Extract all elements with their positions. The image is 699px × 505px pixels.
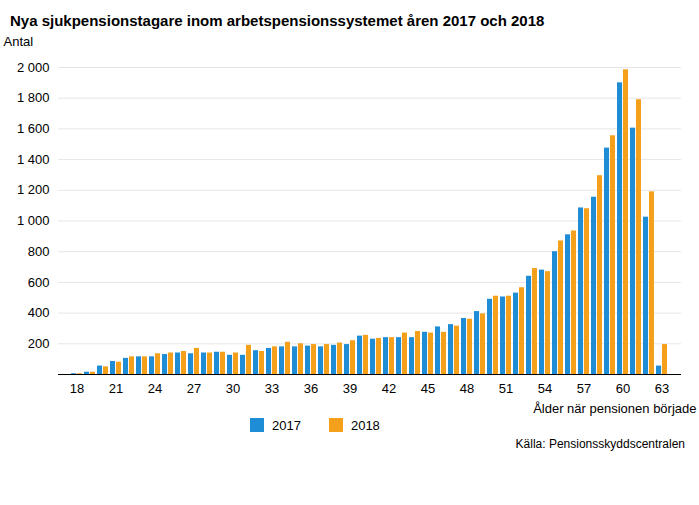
svg-text:21: 21: [109, 381, 123, 396]
svg-text:39: 39: [343, 381, 357, 396]
svg-text:1 600: 1 600: [17, 121, 50, 136]
svg-text:54: 54: [538, 381, 552, 396]
svg-text:27: 27: [187, 381, 201, 396]
svg-text:42: 42: [382, 381, 396, 396]
svg-text:33: 33: [265, 381, 279, 396]
html-text:2018: 2018: [350, 418, 380, 433]
svg-text:2 000: 2 000: [17, 60, 50, 75]
svg-text:1 200: 1 200: [17, 182, 50, 197]
svg-text:45: 45: [421, 381, 435, 396]
svg-text:63: 63: [655, 381, 669, 396]
svg-text:400: 400: [28, 305, 50, 320]
svg-text:48: 48: [460, 381, 474, 396]
svg-text:18: 18: [70, 381, 84, 396]
svg-text:Ålder när pensionen började: Ålder när pensionen började: [533, 401, 696, 416]
svg-text:800: 800: [28, 244, 50, 259]
svg-text:Antal: Antal: [4, 34, 34, 49]
svg-text:30: 30: [226, 381, 240, 396]
html-text:2017: 2017: [272, 418, 301, 433]
svg-text:1 400: 1 400: [17, 152, 50, 167]
html-text:Nya sjukpensionstagare inom ar: Nya sjukpensionstagare inom arbetspensio…: [10, 12, 545, 29]
html-text:Källa: Pensionsskyddscentralen: Källa: Pensionsskyddscentralen: [515, 437, 685, 451]
svg-text:57: 57: [577, 381, 591, 396]
svg-text:200: 200: [28, 336, 50, 351]
svg-text:51: 51: [499, 381, 513, 396]
svg-text:1 000: 1 000: [17, 213, 50, 228]
svg-text:1 800: 1 800: [17, 90, 50, 105]
svg-text:24: 24: [148, 381, 162, 396]
svg-text:36: 36: [304, 381, 318, 396]
svg-text:600: 600: [28, 275, 50, 290]
svg-text:60: 60: [616, 381, 630, 396]
